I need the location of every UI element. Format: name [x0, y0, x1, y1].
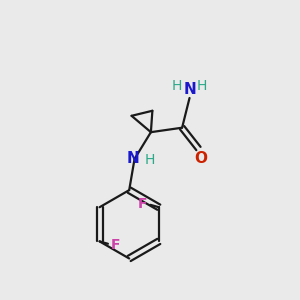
Text: H: H [172, 79, 182, 92]
Text: F: F [138, 196, 148, 211]
Text: F: F [111, 238, 120, 252]
Text: N: N [183, 82, 196, 97]
Text: H: H [145, 153, 155, 167]
Text: O: O [194, 152, 207, 166]
Text: H: H [197, 79, 207, 92]
Text: N: N [127, 152, 140, 166]
